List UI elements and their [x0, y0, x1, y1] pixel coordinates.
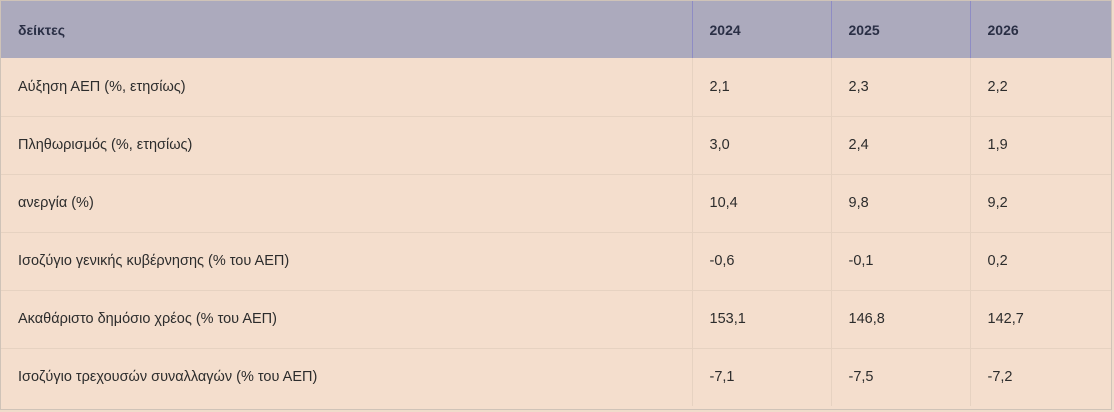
- table-cell: 2,2: [987, 78, 1008, 95]
- header-year-2026: 2026: [987, 21, 1019, 38]
- table-row: ανεργία (%) 10,4 9,8 9,2: [1, 174, 1111, 232]
- row-label-government-balance: Ισοζύγιο γενικής κυβέρνησης (% του ΑΕΠ): [1, 232, 693, 290]
- table-cell: 3,0: [692, 116, 832, 174]
- table-cell: 0,2: [987, 253, 1008, 269]
- table-cell: -7,1: [692, 348, 832, 406]
- table-cell: -0,6: [692, 232, 832, 290]
- table-cell: 153,1: [692, 290, 832, 348]
- header-year-2024: 2024: [692, 1, 832, 58]
- indicators-table: δείκτες 2024 2025 2026 Αύξηση ΑΕΠ (%, ετ…: [1, 1, 1111, 406]
- row-label-current-account: Ισοζύγιο τρεχουσών συναλλαγών (% του ΑΕΠ…: [1, 348, 693, 406]
- table-cell: 9,8: [831, 174, 971, 232]
- table-cell: 1,9: [987, 137, 1008, 153]
- row-label-unemployment: ανεργία (%): [1, 174, 693, 232]
- table-cell: -7,2: [987, 369, 1013, 386]
- table-header-row: δείκτες 2024 2025 2026: [1, 1, 1111, 58]
- table-row: Πληθωρισμός (%, ετησίως) 3,0 2,4 1,9: [1, 116, 1111, 174]
- table-cell: 10,4: [692, 174, 832, 232]
- table-cell: 142,7: [987, 311, 1024, 327]
- table-cell: 2,1: [692, 58, 832, 116]
- table-row: Ισοζύγιο γενικής κυβέρνησης (% του ΑΕΠ) …: [1, 232, 1111, 290]
- table-row: Αύξηση ΑΕΠ (%, ετησίως) 2,1 2,3 2,2: [1, 58, 1111, 116]
- row-label-public-debt: Ακαθάριστο δημόσιο χρέος (% του ΑΕΠ): [1, 290, 693, 348]
- row-label-inflation: Πληθωρισμός (%, ετησίως): [1, 116, 693, 174]
- table-cell: -7,5: [831, 348, 971, 406]
- header-indicators: δείκτες: [1, 1, 693, 58]
- row-label-gdp-growth: Αύξηση ΑΕΠ (%, ετησίως): [1, 58, 693, 116]
- table-cell: 2,4: [831, 116, 971, 174]
- table-cell: 146,8: [831, 290, 971, 348]
- table-row: Ακαθάριστο δημόσιο χρέος (% του ΑΕΠ) 153…: [1, 290, 1111, 348]
- table-row: Ισοζύγιο τρεχουσών συναλλαγών (% του ΑΕΠ…: [1, 348, 1111, 406]
- table-cell: -0,1: [831, 232, 971, 290]
- table-cell: 2,3: [831, 58, 971, 116]
- table-cell: 9,2: [987, 195, 1008, 211]
- header-year-2025: 2025: [831, 1, 971, 58]
